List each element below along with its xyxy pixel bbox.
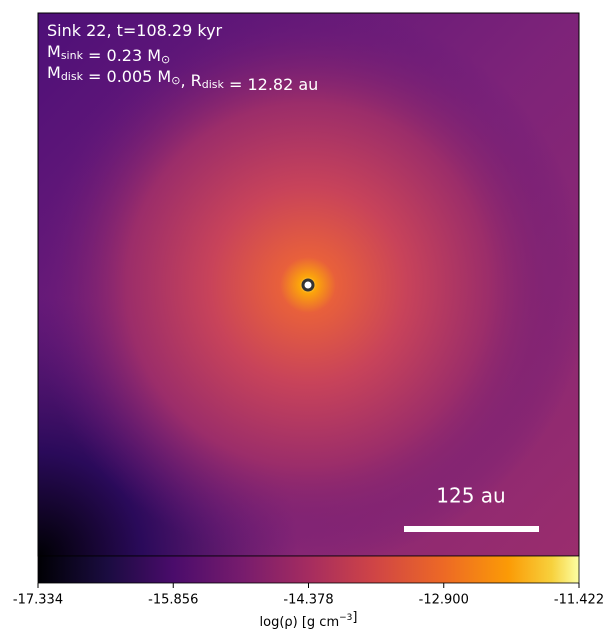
annotation: Mdisk = 0.005 M⊙, Rdisk = 12.82 au	[47, 63, 318, 94]
text-part: ]	[352, 610, 357, 625]
scale-bar	[404, 526, 539, 532]
colorbar-tick-label: -14.378	[283, 593, 333, 608]
text-part: = 0.005 M	[83, 67, 171, 86]
text-part: M	[47, 42, 61, 61]
text-part: , R	[180, 71, 201, 90]
scale-bar-label: 125 au	[436, 484, 505, 508]
subscript: disk	[61, 70, 84, 83]
text-part: log(ρ) [g cm	[260, 615, 340, 630]
colorbar-tick-label: -11.422	[554, 593, 604, 608]
colorbar-tick-label: -17.334	[13, 593, 63, 608]
colorbar-tick-label: -15.856	[148, 593, 198, 608]
colorbar-label: log(ρ) [g cm−3]	[260, 610, 358, 630]
annotation: Sink 22, t=108.29 kyr	[47, 21, 223, 40]
text-part: = 0.23 M	[83, 46, 161, 65]
annotation: Msink = 0.23 M⊙	[47, 42, 170, 67]
colorbar	[37, 555, 580, 584]
text-part: = 12.82 au	[224, 75, 318, 94]
subscript: sink	[61, 49, 84, 62]
colorbar-tick-label: -12.900	[419, 593, 469, 608]
subscript: disk	[202, 78, 225, 91]
text-part: Sink 22, t=108.29 kyr	[47, 21, 223, 40]
subscript: ⊙	[161, 53, 170, 66]
sink-marker	[301, 278, 315, 292]
superscript: −3	[339, 613, 352, 623]
subscript: ⊙	[171, 74, 180, 87]
text-part: M	[47, 63, 61, 82]
